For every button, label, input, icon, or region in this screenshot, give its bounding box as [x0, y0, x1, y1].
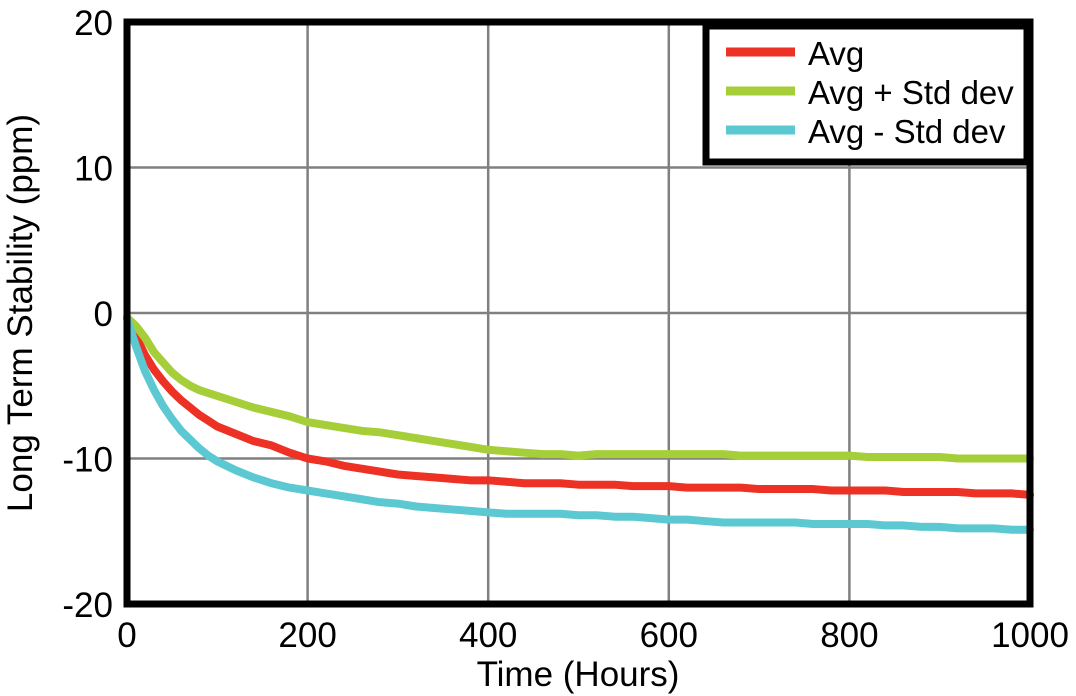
- y-tick-label: 0: [94, 295, 113, 334]
- series-line-2: [123, 314, 1034, 534]
- x-tick-label: 200: [278, 616, 336, 655]
- series-line-1: [123, 313, 1034, 463]
- legend-label-2: Avg - Std dev: [808, 113, 1006, 150]
- y-tick-label: -20: [62, 586, 113, 625]
- y-axis-title: Long Term Stability (ppm): [1, 114, 40, 512]
- y-axis-tick-labels: 20 10 0 -10 -20: [62, 4, 113, 625]
- y-tick-label: 20: [74, 4, 113, 43]
- x-axis-title: Time (Hours): [477, 655, 680, 694]
- x-tick-label: 1000: [991, 616, 1069, 655]
- legend-label-1: Avg + Std dev: [808, 74, 1014, 111]
- y-tick-label: 10: [74, 150, 113, 189]
- x-axis-tick-labels: 0 200 400 600 800 1000: [117, 616, 1069, 655]
- x-tick-label: 800: [820, 616, 878, 655]
- x-tick-label: 600: [640, 616, 698, 655]
- series-line-0: [123, 313, 1034, 499]
- data-series-group: [123, 313, 1034, 534]
- y-tick-label: -10: [62, 441, 113, 480]
- x-tick-label: 400: [459, 616, 517, 655]
- plot-frame: [123, 18, 1034, 608]
- x-tick-label: 0: [117, 616, 136, 655]
- legend-label-0: Avg: [808, 35, 864, 72]
